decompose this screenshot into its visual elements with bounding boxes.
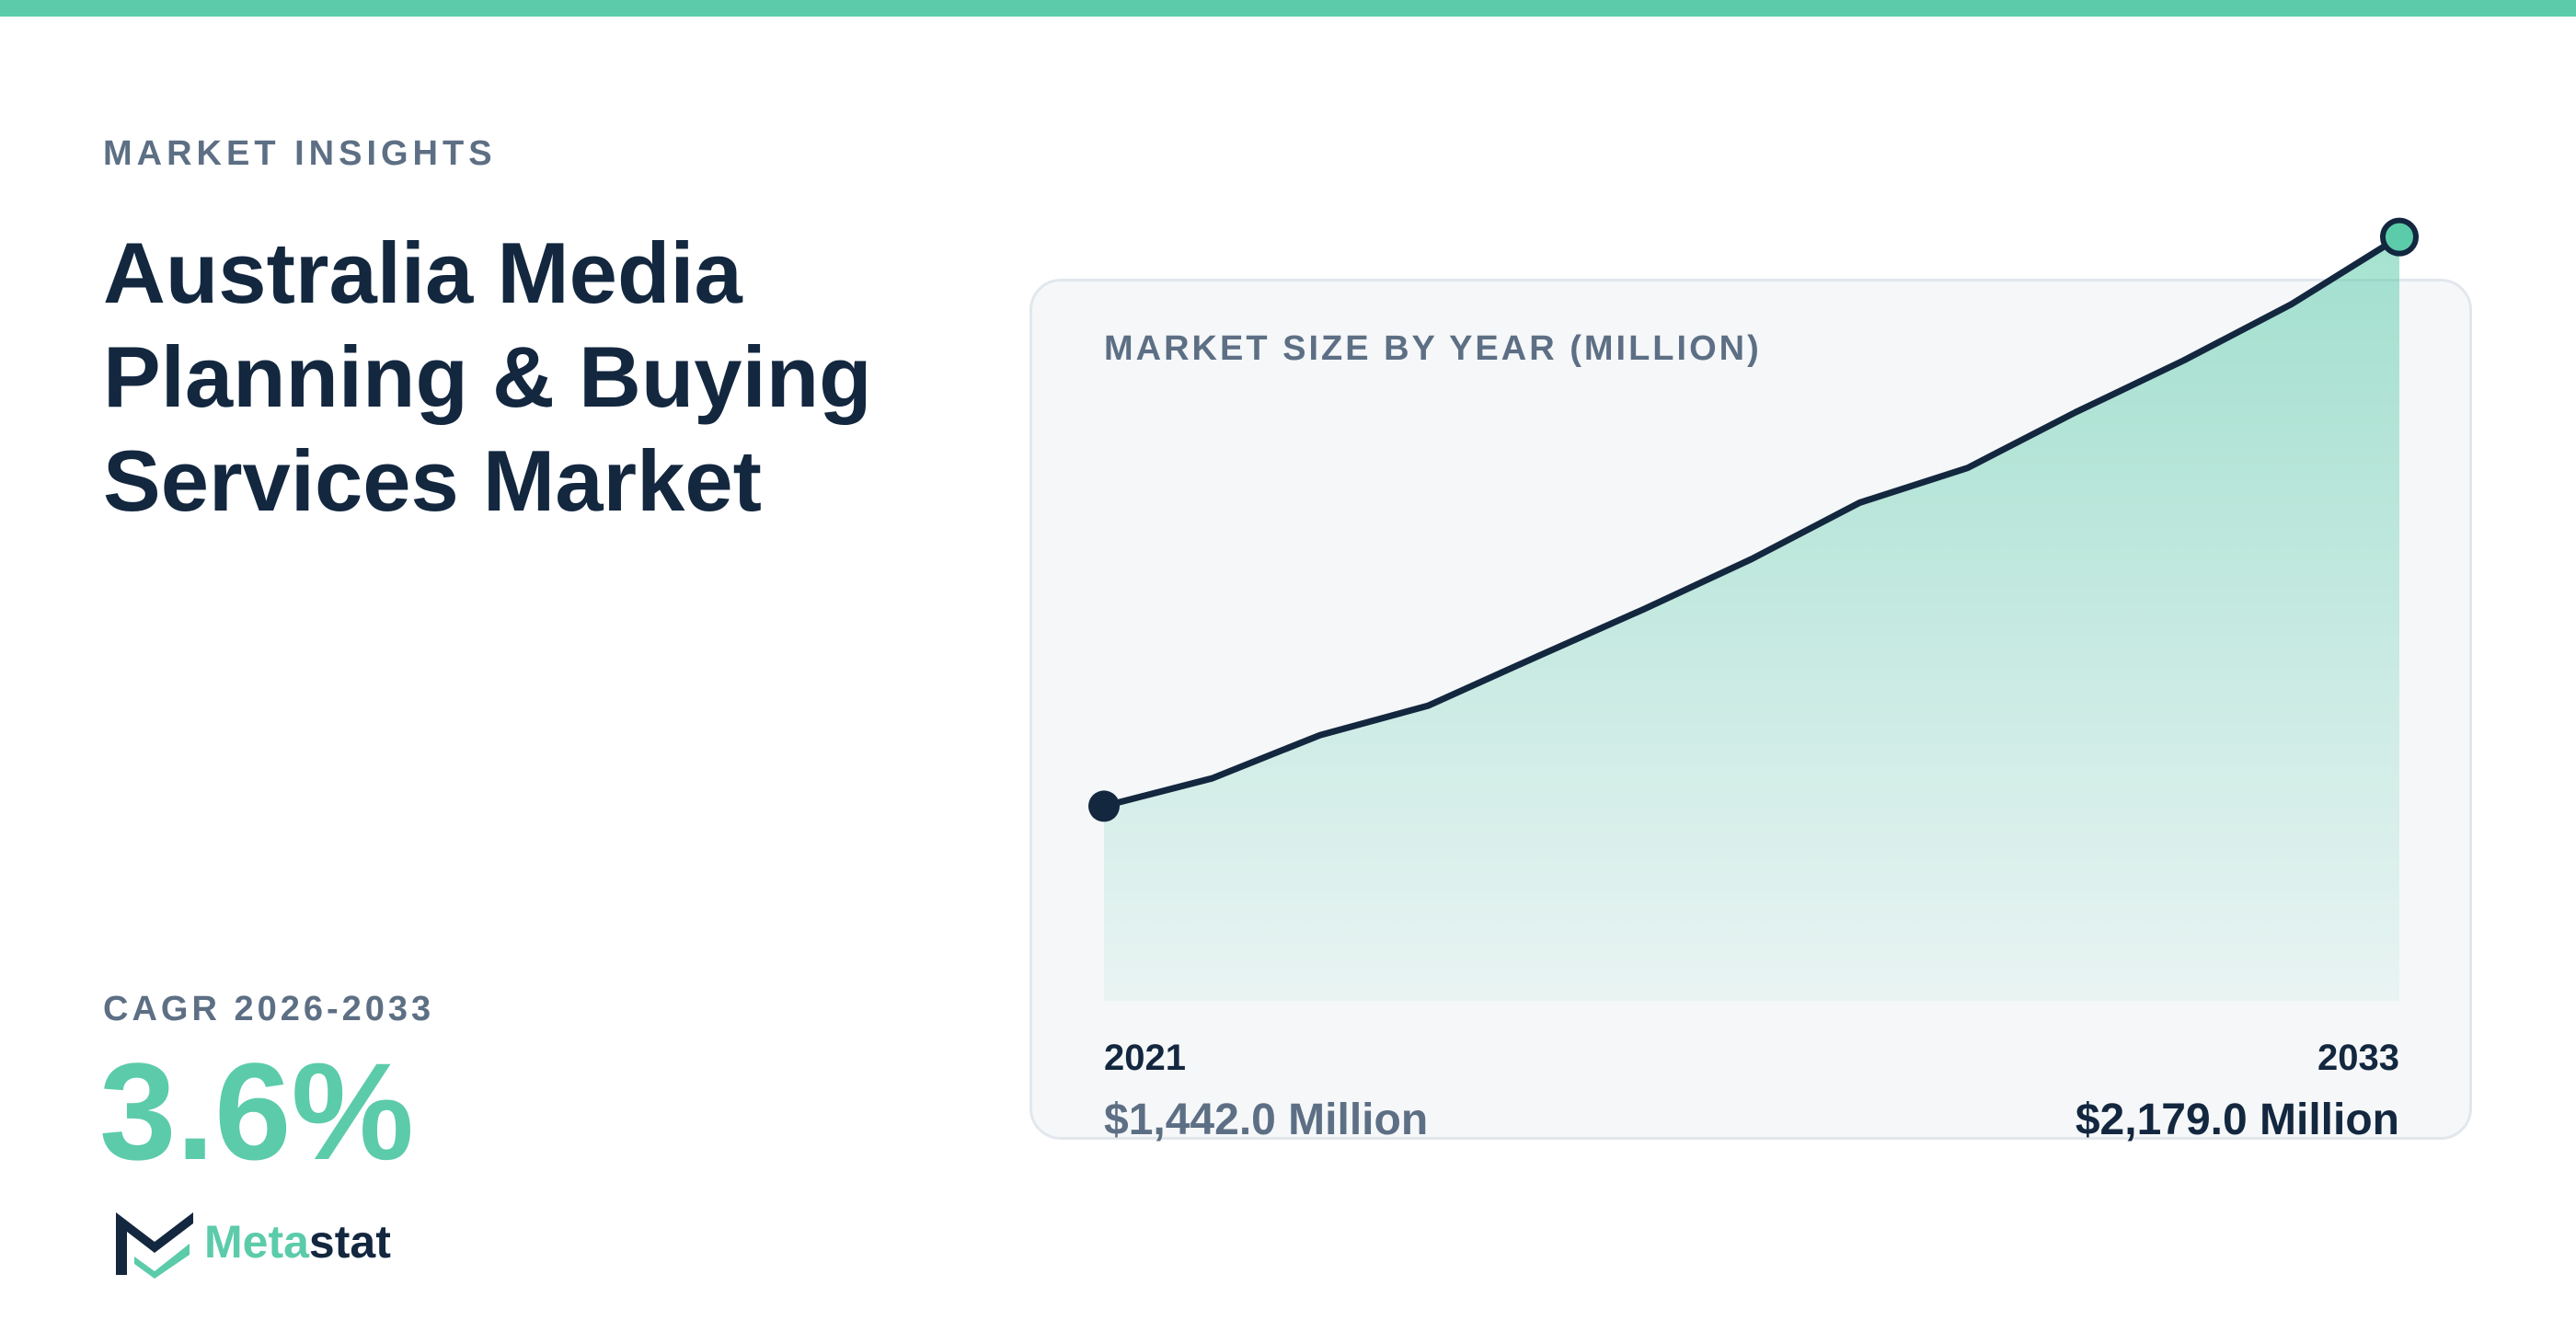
start-value-label: $1,442.0 Million: [1104, 1096, 1429, 1144]
start-point: [1088, 790, 1120, 822]
end-point: [2380, 217, 2419, 257]
logo-wordmark: Metastat: [204, 1215, 391, 1268]
series-line: [1100, 234, 2403, 809]
metastat-logo: Metastat: [110, 1205, 391, 1279]
top-accent-bar: [0, 0, 2576, 17]
cagr-label: CAGR 2026-2033: [103, 990, 435, 1028]
start-year-label: 2021: [1104, 1038, 1186, 1078]
metastat-m-logo-icon: [116, 1212, 193, 1279]
logo-text-main: stat: [308, 1216, 391, 1268]
logo-text-accent: Meta: [204, 1216, 309, 1268]
eyebrow-label: MARKET INSIGHTS: [103, 134, 497, 173]
end-value-label: $2,179.0 Million: [2075, 1096, 2399, 1144]
area-fill: [1104, 236, 2399, 1002]
chart-title: MARKET SIZE BY YEAR (MILLION): [1104, 329, 1762, 368]
cagr-value: 3.6%: [99, 1034, 414, 1188]
page-title: Australia Media Planning & Buying Servic…: [103, 224, 872, 529]
end-year-label: 2033: [2317, 1038, 2399, 1078]
